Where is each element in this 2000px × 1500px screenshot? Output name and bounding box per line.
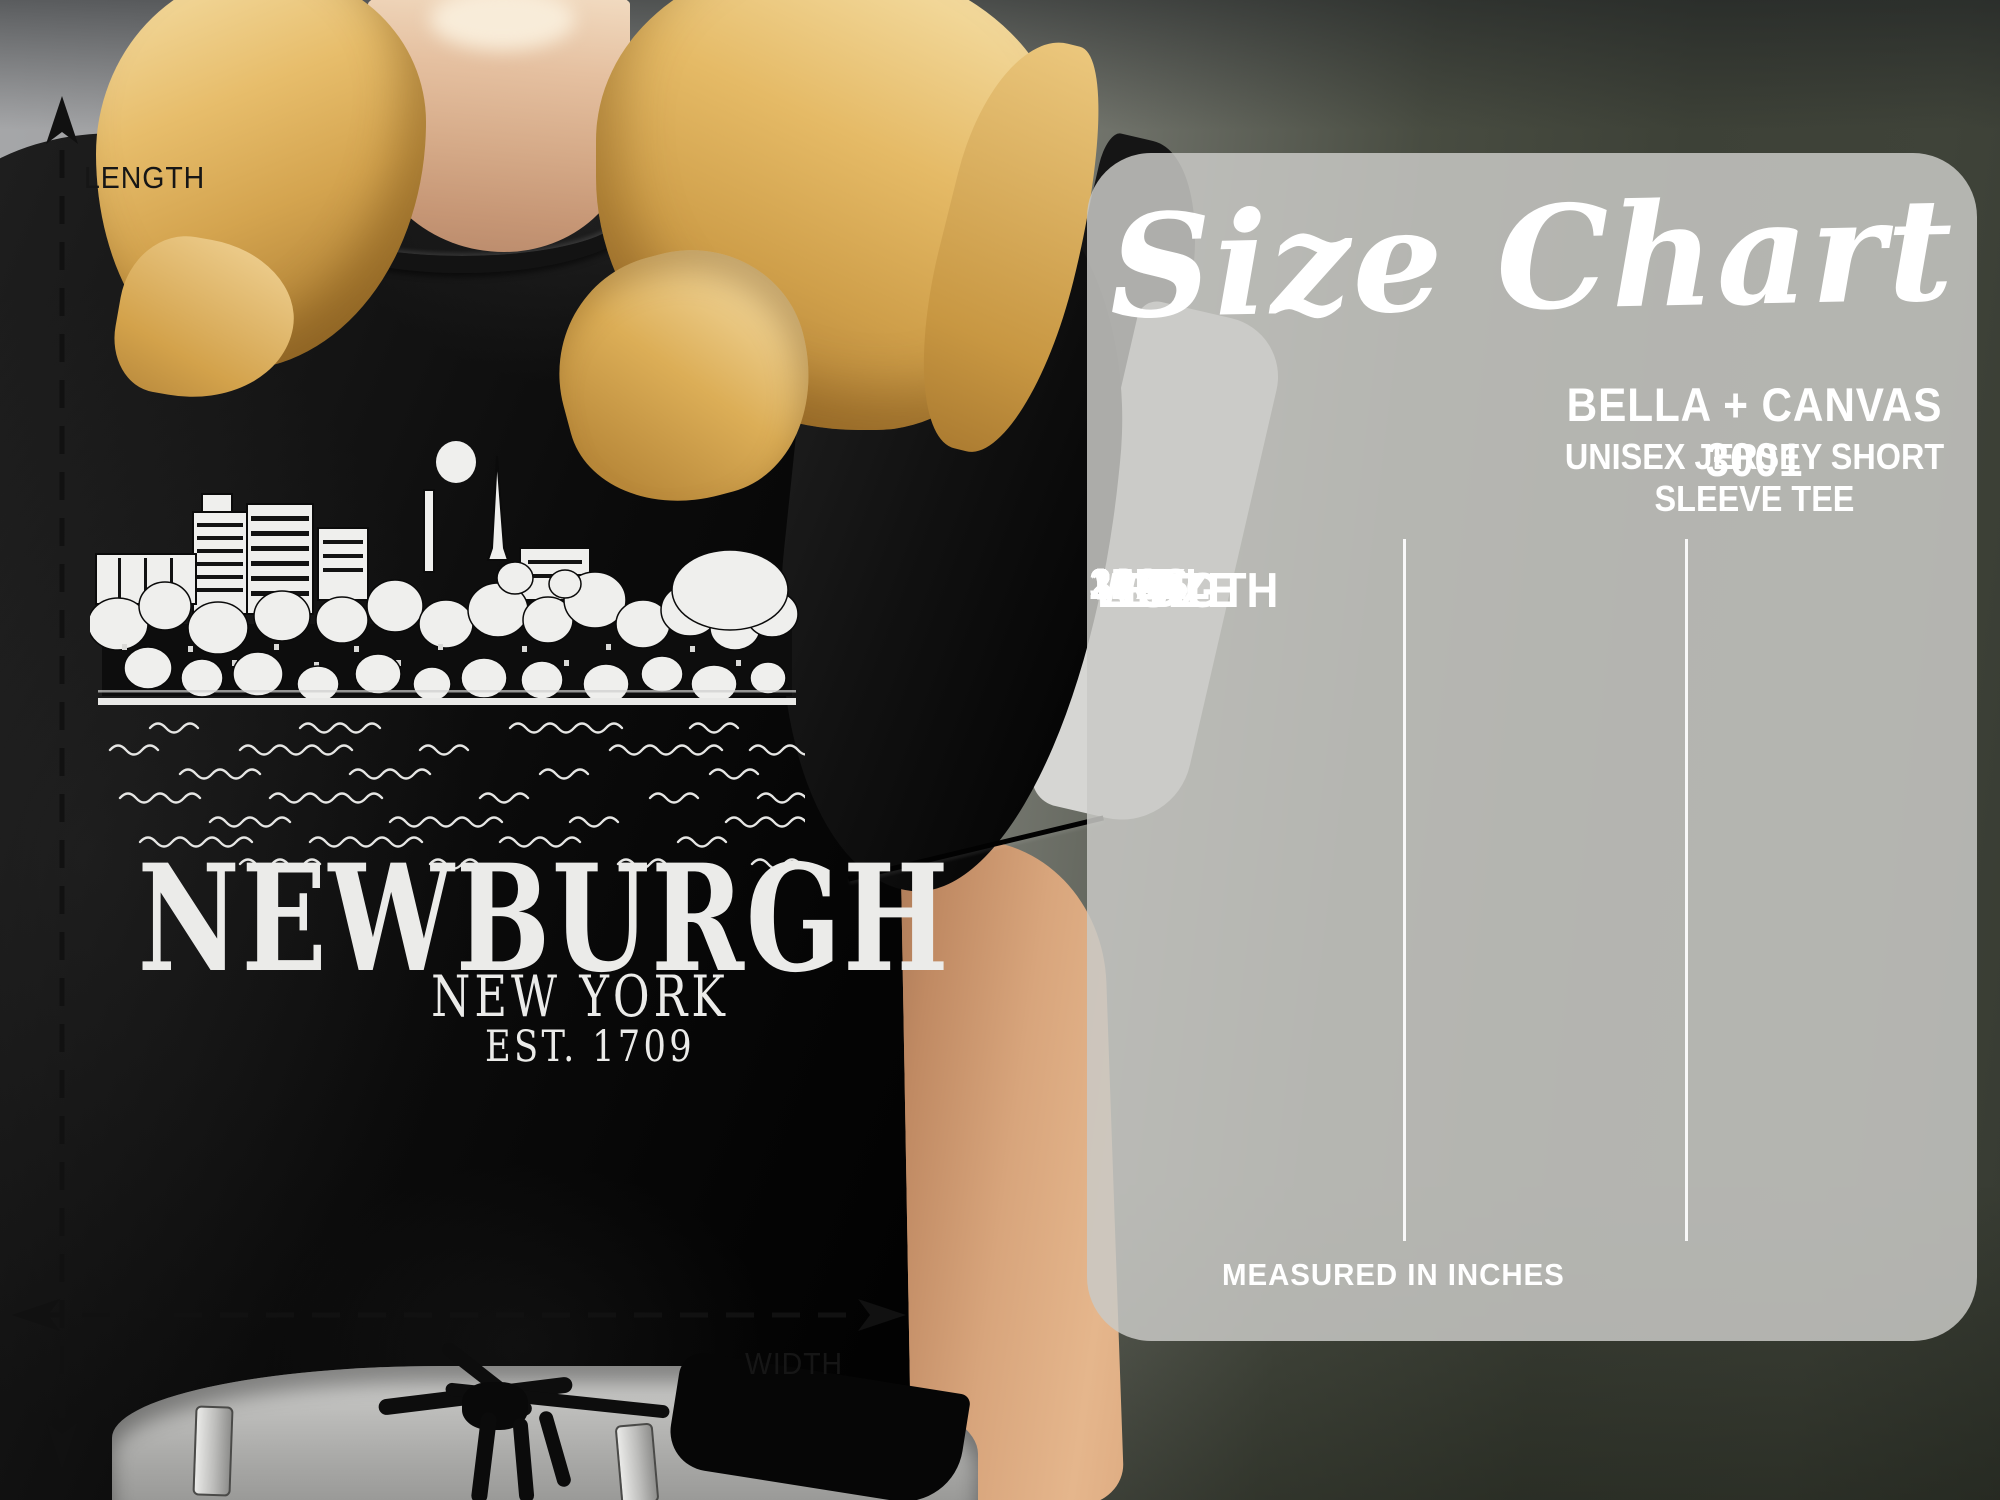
units-footnote: MEASURED IN INCHES	[1222, 1257, 1565, 1292]
print-state-name: NEW YORK	[431, 964, 729, 1031]
model-chin-highlight	[430, 0, 575, 50]
column-divider	[1685, 539, 1688, 1241]
table-row: L 22 30	[1089, 560, 1159, 609]
table-row: 3XL 28 33	[1089, 560, 1210, 609]
length-label: LENGTH	[84, 160, 206, 195]
table-row: S 18 28	[1089, 560, 1161, 609]
table-row: M 20 29	[1089, 560, 1168, 609]
table-row: XL 24 31	[1089, 560, 1187, 609]
size-table-header: SIZE WIDTH LENGTH	[1095, 564, 1279, 618]
size-chart-panel: Size Chart BELLA + CANVAS 3001 UNISEX JE…	[1087, 153, 1977, 1341]
belt-loop	[614, 1422, 660, 1500]
table-row: XS 16.5 27	[1089, 560, 1189, 609]
trees-front	[123, 646, 787, 705]
table-row: 5XL 32 35	[1089, 560, 1210, 609]
table-row: 2XL 26 32	[1089, 560, 1210, 609]
moon-icon	[436, 441, 476, 483]
trees-back	[90, 549, 799, 655]
water-waves	[108, 722, 805, 870]
belt-loop	[192, 1405, 234, 1497]
church-spire-icon	[486, 455, 510, 561]
table-row: 4XL 30 34	[1089, 560, 1210, 609]
shore-line	[98, 690, 796, 693]
skyline-print-illustration	[90, 441, 805, 870]
print-city-name: NEWBURGH	[137, 832, 951, 1005]
width-label: WIDTH	[745, 1346, 844, 1381]
size-chart-title: Size Chart	[1107, 167, 1957, 351]
smokestack-icon	[423, 489, 435, 573]
shore-base	[98, 698, 796, 705]
print-established: EST. 1709	[485, 1022, 695, 1072]
column-divider	[1403, 539, 1406, 1241]
